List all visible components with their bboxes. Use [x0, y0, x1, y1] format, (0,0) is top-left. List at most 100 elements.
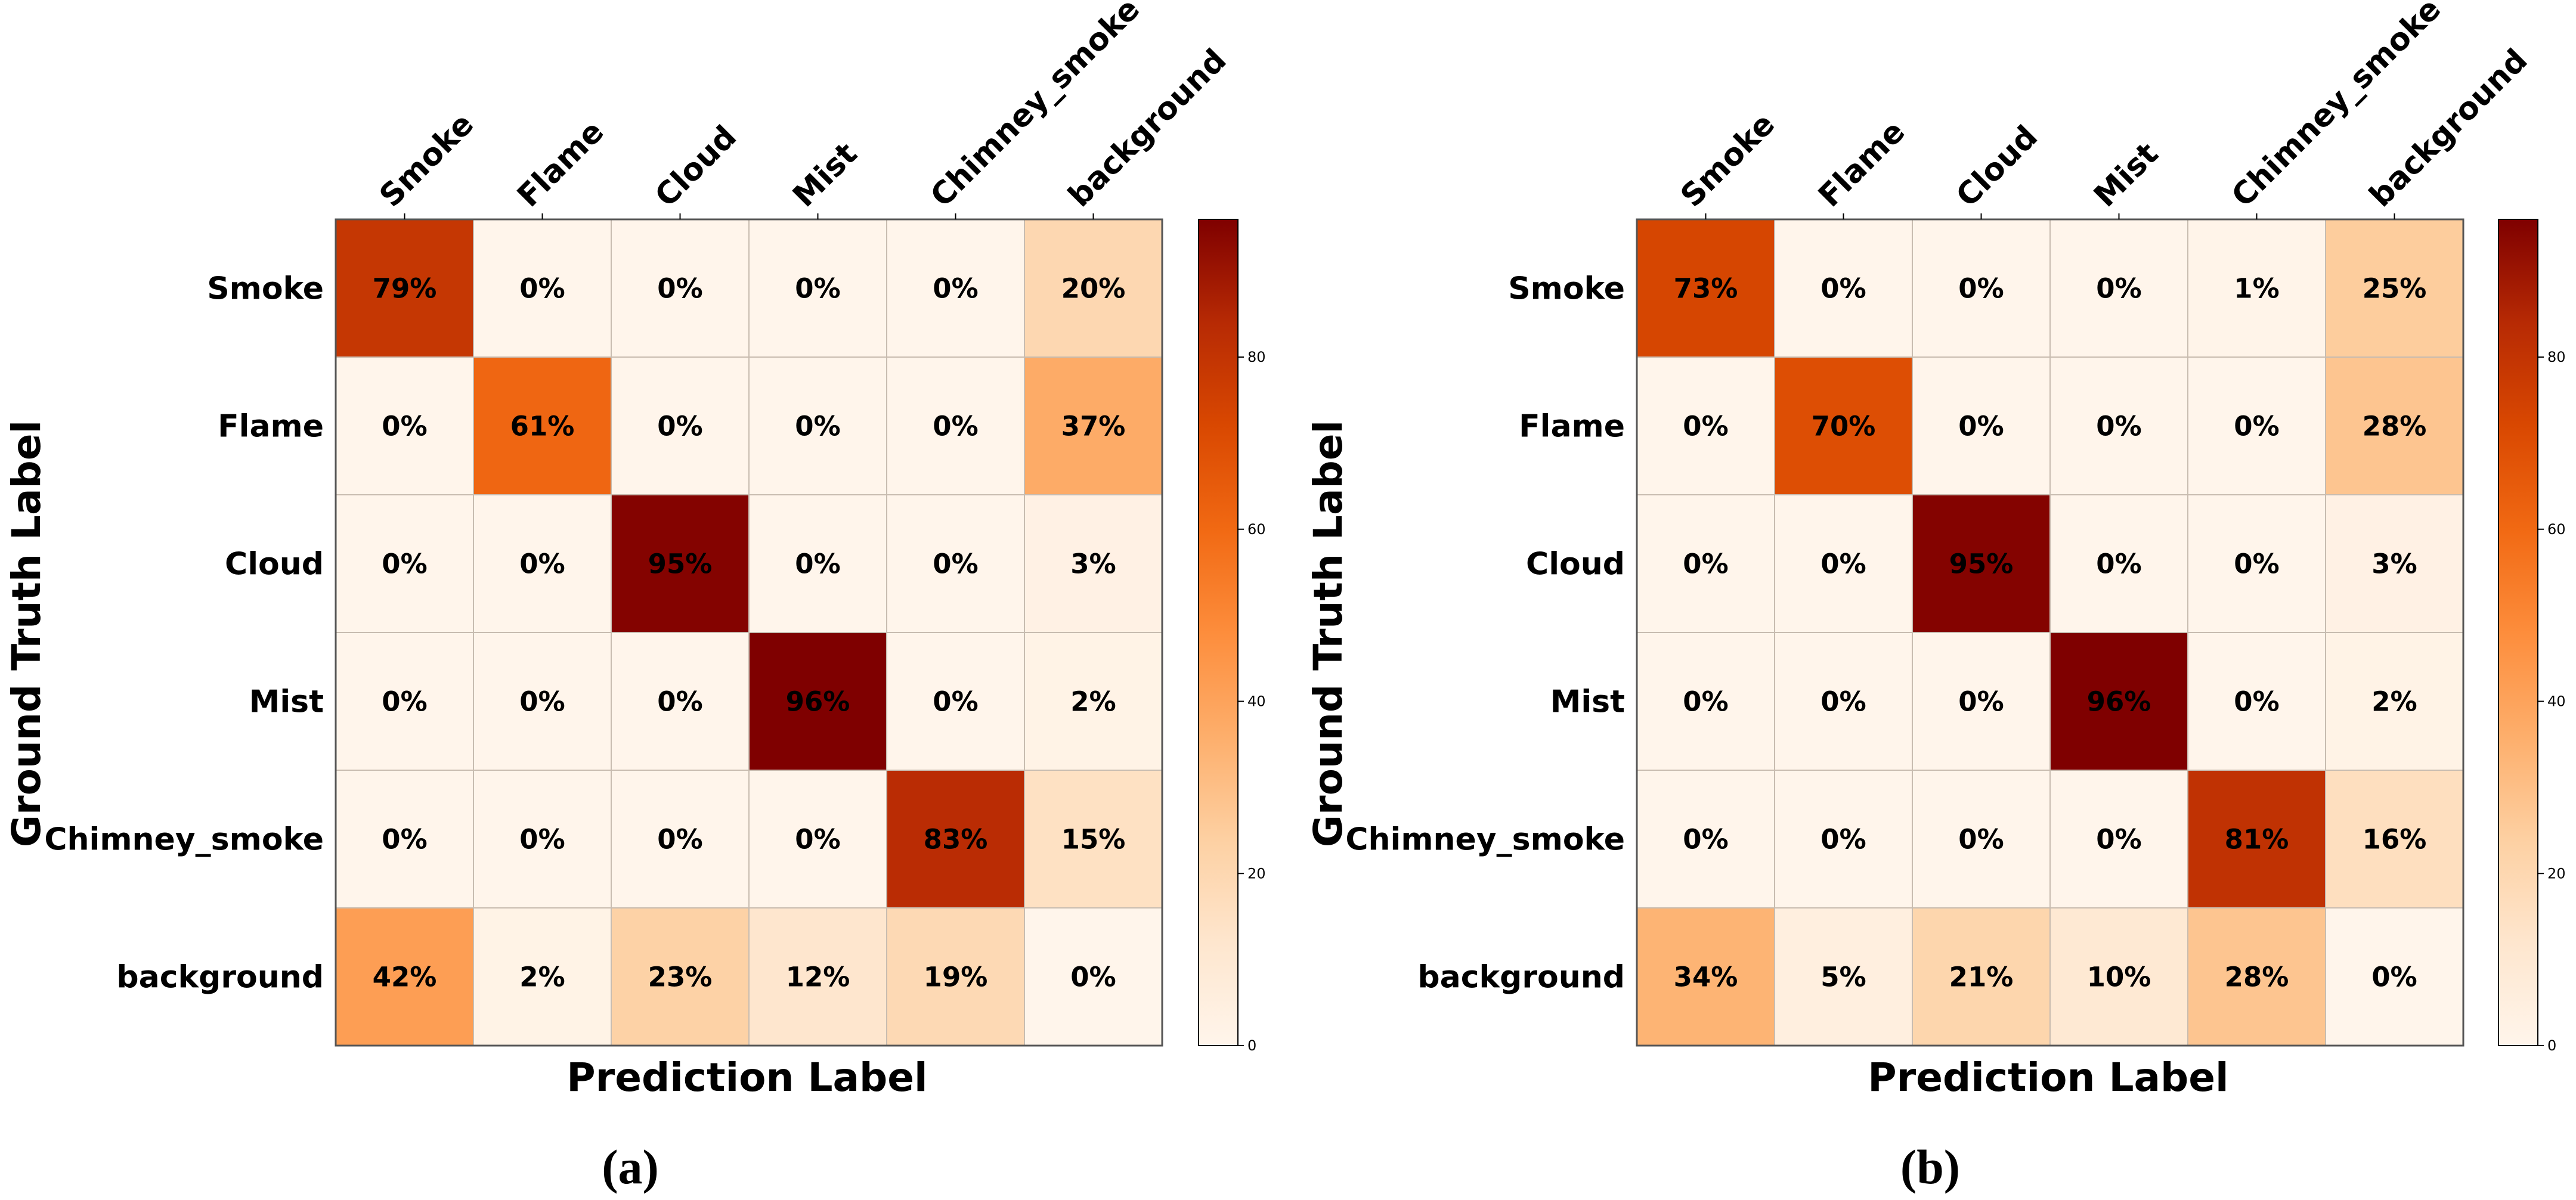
cell-value-label: 20% [1061, 273, 1126, 305]
matrix-cells-a [335, 218, 1163, 1047]
cell-value-label: 2% [519, 962, 565, 993]
heatmap-cell [2187, 907, 2326, 1046]
cell-value-label: 25% [2363, 273, 2427, 305]
heatmap-cell [1912, 632, 2051, 771]
x-axis-title-b: Prediction Label [1868, 1055, 2228, 1100]
cell-value-label: 0% [1820, 273, 1866, 305]
heatmap-cell [473, 219, 612, 358]
cell-value-label: 0% [2234, 548, 2279, 580]
cell-labels-a: 79% 0% 0% 0% 0% 20% 0% 61% 0% 0% 0% 37% 0% 0% 95% 0% 0% 3… [373, 273, 1126, 993]
colorbar-tick-label: 20 [1247, 865, 1266, 882]
heatmap-cell [2325, 494, 2464, 633]
cell-value-label: 0% [933, 686, 978, 718]
cell-value-label: 83% [924, 824, 988, 855]
cell-value-label: 0% [2234, 411, 2279, 442]
y-tick-label: Chimney_smoke [44, 822, 324, 858]
cell-value-label: 34% [1674, 962, 1738, 993]
cell-value-label: 96% [2087, 686, 2151, 718]
colorbar-b: 0 20 40 60 80 [2498, 219, 2566, 1054]
heatmap-cell [335, 907, 474, 1046]
y-axis-title-a: Ground Truth Label [4, 420, 49, 847]
heatmap-cell [2049, 907, 2188, 1046]
cell-value-label: 0% [519, 824, 565, 855]
y-tick-label: Mist [1550, 684, 1625, 720]
cell-value-label: 0% [519, 548, 565, 580]
heatmap-cell [2325, 219, 2464, 358]
heatmap-cell [1024, 356, 1163, 495]
heatmap-cell [1774, 770, 1913, 908]
colorbar-tick-label: 20 [2547, 865, 2566, 882]
cell-value-label: 0% [657, 686, 702, 718]
cell-value-label: 0% [1820, 824, 1866, 855]
y-axis-title-b: Ground Truth Label [1305, 420, 1351, 847]
cell-value-label: 0% [1683, 411, 1728, 442]
x-axis-title-a: Prediction Label [566, 1055, 927, 1100]
heatmap-cell [2187, 494, 2326, 633]
cell-value-label: 0% [1683, 686, 1728, 718]
cell-value-label: 95% [648, 548, 713, 580]
cell-value-label: 0% [1958, 686, 2004, 718]
x-tick-labels-a: Smoke Flame Cloud Mist Chimney_smokebackgrou… [373, 0, 1233, 219]
colorbar-tick-label: 80 [2547, 349, 2566, 365]
y-tick-label: Cloud [225, 547, 324, 582]
cell-value-label: 1% [2234, 273, 2279, 305]
cell-value-label: 0% [382, 686, 427, 718]
cell-value-label: 0% [2234, 686, 2279, 718]
heatmap-cell [611, 770, 750, 908]
cell-labels-b: 73% 0% 0% 0% 1% 25% 0% 70% 0% 0% 0% 28% 0% 0% 95% 0% 0% 3… [1674, 273, 2427, 993]
cell-value-label: 19% [924, 962, 988, 993]
cell-value-label: 16% [2363, 824, 2427, 855]
heatmap-cell [2187, 356, 2326, 495]
cell-value-label: 5% [1820, 962, 1866, 993]
heatmap-cell [1636, 632, 1775, 771]
x-tick-label: Cloud [1949, 119, 2045, 214]
heatmap-cell [1636, 219, 1775, 358]
heatmap-cell [335, 219, 474, 358]
cell-value-label: 10% [2087, 962, 2151, 993]
heatmap-cell [1912, 356, 2051, 495]
heatmap-cell [1774, 219, 1913, 358]
x-tick-label: Cloud [648, 119, 744, 214]
colorbar-tick-label: 60 [2547, 521, 2566, 538]
cell-value-label: 0% [795, 411, 840, 442]
cell-value-label: 0% [1958, 273, 2004, 305]
colorbar-tick-label: 0 [1247, 1037, 1256, 1054]
cell-value-label: 0% [382, 548, 427, 580]
cell-value-label: 0% [933, 273, 978, 305]
y-tick-label: background [1417, 960, 1625, 996]
cell-value-label: 0% [2096, 824, 2141, 855]
cell-value-label: 28% [2225, 962, 2289, 993]
heatmap-cell [2187, 219, 2326, 358]
heatmap-cell [611, 632, 750, 771]
x-tick-label: Mist [786, 136, 864, 214]
heatmap-cell [748, 770, 887, 908]
y-tick-label: Cloud [1526, 547, 1625, 582]
colorbar-tick-label: 40 [2547, 693, 2566, 710]
cell-value-label: 0% [2371, 962, 2417, 993]
heatmap-cell [1774, 632, 1913, 771]
cell-value-label: 15% [1061, 824, 1126, 855]
cell-value-label: 23% [648, 962, 713, 993]
cell-value-label: 96% [786, 686, 850, 718]
colorbar-gradient [1198, 219, 1239, 1046]
colorbar-tick-label: 40 [1247, 693, 1266, 710]
heatmap-cell [611, 494, 750, 633]
matrix-frame [1636, 218, 2464, 1047]
y-tick-label: Flame [218, 409, 324, 445]
heatmap-panel-b: 73% 0% 0% 0% 1% 25% 0% 70% 0% 0% 0% 28% 0% 0% 95% 0% 0% 3… [1305, 0, 2566, 1194]
x-tick-label: Mist [2087, 136, 2165, 214]
heatmap-cell [1912, 494, 2051, 633]
cell-value-label: 0% [519, 273, 565, 305]
heatmap-cell [1024, 219, 1163, 358]
colorbar-tick-label: 60 [1247, 521, 1266, 538]
colorbar-gradient [2498, 219, 2538, 1046]
cell-value-label: 37% [1061, 411, 1126, 442]
cell-value-label: 0% [1958, 411, 2004, 442]
heatmap-cell [1636, 770, 1775, 908]
cell-value-label: 0% [1683, 824, 1728, 855]
cell-value-label: 70% [1812, 411, 1876, 442]
heatmap-cell [2325, 356, 2464, 495]
cell-value-label: 28% [2363, 411, 2427, 442]
heatmap-cell [748, 494, 887, 633]
